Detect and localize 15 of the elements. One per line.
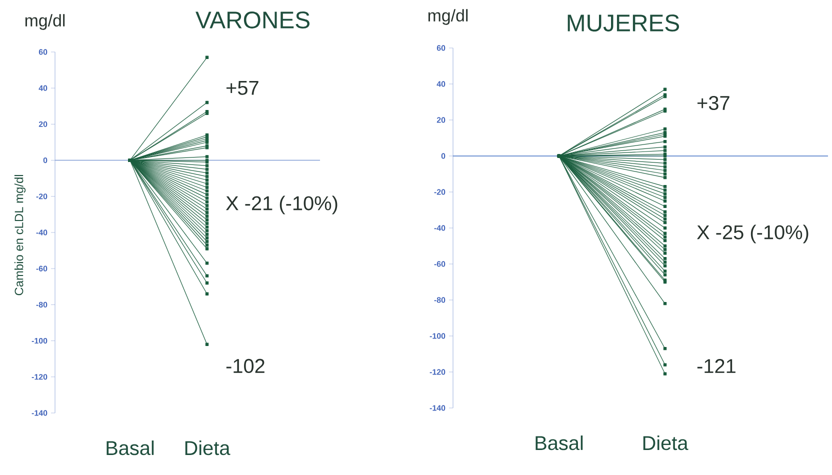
x-tick-label: Dieta (643, 436, 688, 450)
annotation: X -25 (-10%) (696, 224, 808, 244)
chart-title: VARONES (196, 12, 310, 28)
x-tick-label: Basal (536, 436, 583, 450)
annotation: -102 (226, 358, 264, 374)
annotation: X -21 (-10%) (226, 196, 338, 214)
annotation: +57 (226, 81, 258, 95)
text: mg/dl (25, 14, 65, 30)
x-tick-label: Dieta (185, 440, 230, 456)
annotation: -121 (697, 359, 736, 373)
chart-title: MUJERES (568, 14, 680, 32)
y-axis-title: Cambio en cLDL mg/dl (14, 175, 26, 296)
text: mg/dl (428, 9, 468, 25)
annotation: +37 (697, 96, 730, 110)
x-tick-label: Basal (106, 440, 154, 456)
